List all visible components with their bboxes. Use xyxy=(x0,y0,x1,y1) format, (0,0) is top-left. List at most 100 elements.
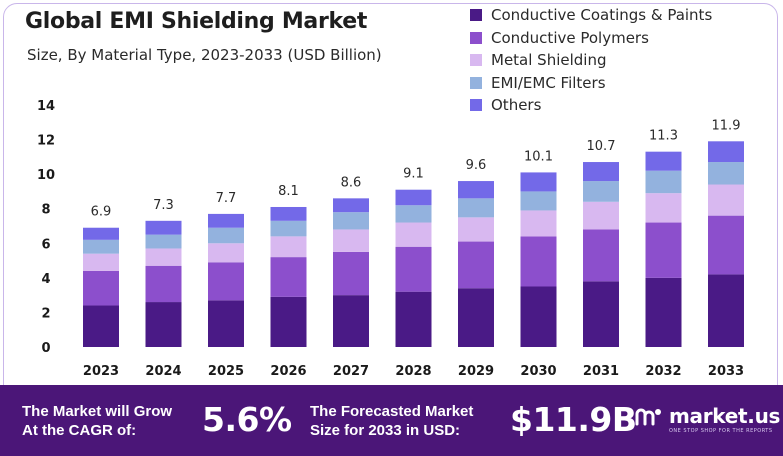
bar-segment-2029-0 xyxy=(458,288,494,347)
y-tick-label: 4 xyxy=(41,272,50,287)
bar-segment-2030-2 xyxy=(520,210,557,237)
bar-segment-2028-3 xyxy=(395,205,432,223)
bar-segment-2023-0 xyxy=(83,305,119,347)
y-tick-label: 10 xyxy=(37,168,55,183)
y-tick-label: 6 xyxy=(41,237,50,252)
bar-segment-2027-4 xyxy=(333,198,369,213)
bar-segment-2029-2 xyxy=(458,217,494,242)
bar-segment-2031-3 xyxy=(583,181,619,202)
bar-segment-2024-4 xyxy=(145,220,182,235)
legend-label: Metal Shielding xyxy=(491,51,607,70)
legend-item-4: Others xyxy=(470,94,712,117)
bar-segment-2027-1 xyxy=(333,251,369,296)
x-tick-label-2026: 2026 xyxy=(270,364,306,379)
bar-segment-2031-2 xyxy=(583,201,619,230)
bar-segment-2025-3 xyxy=(208,227,244,244)
y-tick-label: 14 xyxy=(37,99,55,114)
chart-plot: 0 2 4 6 8 10 12 14 6.9 2023 7.3 2024 7.7 2025 8.1 2026 8… xyxy=(37,99,744,379)
legend-swatch xyxy=(470,99,482,112)
bar-segment-2026-3 xyxy=(270,220,307,237)
x-tick-label-2032: 2032 xyxy=(645,364,681,379)
bar-segment-2023-1 xyxy=(83,270,119,306)
bar-segment-2027-0 xyxy=(333,295,369,347)
bar-segment-2025-1 xyxy=(208,262,244,301)
total-label-2033: 11.9 xyxy=(712,118,741,133)
legend-swatch xyxy=(470,9,482,22)
legend-label: Others xyxy=(491,96,542,115)
bar-segment-2027-2 xyxy=(333,229,369,252)
bar-segment-2030-0 xyxy=(520,286,557,347)
x-tick-label-2029: 2029 xyxy=(458,364,494,379)
bar-segment-2024-2 xyxy=(145,248,182,266)
bar-segment-2030-1 xyxy=(520,236,557,287)
bar-segment-2025-2 xyxy=(208,243,244,263)
bar-segment-2025-4 xyxy=(208,213,244,228)
x-tick-label-2028: 2028 xyxy=(395,364,431,379)
bar-segment-2031-1 xyxy=(583,229,619,282)
y-tick-label: 0 xyxy=(41,341,50,356)
bar-segment-2028-1 xyxy=(395,246,432,292)
total-label-2031: 10.7 xyxy=(587,139,616,154)
legend-swatch xyxy=(470,31,482,44)
total-label-2032: 11.3 xyxy=(649,129,678,144)
bar-segment-2025-0 xyxy=(208,300,244,347)
bar-segment-2030-3 xyxy=(520,191,557,211)
chart-title: Global EMI Shielding Market xyxy=(25,9,368,34)
legend-item-0: Conductive Coatings & Paints xyxy=(470,4,712,27)
x-tick-label-2023: 2023 xyxy=(83,364,119,379)
bar-segment-2029-1 xyxy=(458,241,494,289)
chart-legend: Conductive Coatings & Paints Conductive P… xyxy=(470,4,712,117)
bar-segment-2033-0 xyxy=(708,274,744,347)
cagr-label-line2: At the CAGR of: xyxy=(22,422,137,439)
cagr-label-line1: The Market will Grow xyxy=(22,403,173,420)
x-tick-label-2025: 2025 xyxy=(208,364,244,379)
bar-segment-2027-3 xyxy=(333,212,369,230)
total-label-2027: 8.6 xyxy=(341,175,362,190)
bar-segment-2026-0 xyxy=(270,296,307,347)
x-tick-label-2024: 2024 xyxy=(145,364,181,379)
x-tick-label-2030: 2030 xyxy=(520,364,556,379)
brand-tagline: ONE STOP SHOP FOR THE REPORTS xyxy=(669,428,773,434)
legend-item-1: Conductive Polymers xyxy=(470,27,712,50)
legend-swatch xyxy=(470,76,482,89)
total-label-2024: 7.3 xyxy=(153,198,174,213)
market-us-logo-icon[interactable] xyxy=(634,404,664,430)
bar-segment-2028-2 xyxy=(395,222,432,247)
legend-label: Conductive Coatings & Paints xyxy=(491,6,713,25)
forecast-label-line2: Size for 2033 in USD: xyxy=(310,422,461,439)
x-tick-label-2033: 2033 xyxy=(708,364,744,379)
forecast-value: $11.9B xyxy=(510,400,637,439)
y-tick-label: 12 xyxy=(37,134,55,149)
bar-segment-2026-2 xyxy=(270,236,307,258)
footer-banner: The Market will Grow At the CAGR of: 5.6… xyxy=(0,385,783,456)
legend-label: Conductive Polymers xyxy=(491,28,649,47)
total-label-2030: 10.1 xyxy=(524,149,553,164)
bar-segment-2032-0 xyxy=(645,277,682,347)
forecast-label-line1: The Forecasted Market xyxy=(310,403,474,420)
bar-segment-2029-3 xyxy=(458,198,494,218)
legend-item-2: Metal Shielding xyxy=(470,49,712,72)
bar-segment-2033-3 xyxy=(708,162,744,185)
bar-segment-2024-0 xyxy=(145,302,182,347)
legend-item-3: EMI/EMC Filters xyxy=(470,72,712,95)
y-tick-label: 8 xyxy=(41,203,50,218)
bar-segment-2030-4 xyxy=(520,172,557,192)
bar-segment-2024-1 xyxy=(145,265,182,303)
bar-segment-2023-2 xyxy=(83,253,119,271)
bar-segment-2033-2 xyxy=(708,184,744,216)
brand-name[interactable]: market.us xyxy=(669,404,781,428)
bar-segment-2032-2 xyxy=(645,193,682,223)
x-tick-label-2027: 2027 xyxy=(333,364,369,379)
x-tick-label-2031: 2031 xyxy=(583,364,619,379)
bar-segment-2026-1 xyxy=(270,257,307,297)
bar-segment-2033-1 xyxy=(708,215,744,275)
bar-segment-2023-3 xyxy=(83,239,119,254)
bar-segment-2028-4 xyxy=(395,189,432,206)
bar-segment-2032-1 xyxy=(645,222,682,278)
bar-segment-2029-4 xyxy=(458,181,494,199)
bar-segment-2026-4 xyxy=(270,206,307,221)
bar-segment-2028-0 xyxy=(395,291,432,347)
legend-swatch xyxy=(470,54,482,67)
y-tick-label: 2 xyxy=(41,306,50,321)
bar-segment-2032-4 xyxy=(645,151,682,171)
